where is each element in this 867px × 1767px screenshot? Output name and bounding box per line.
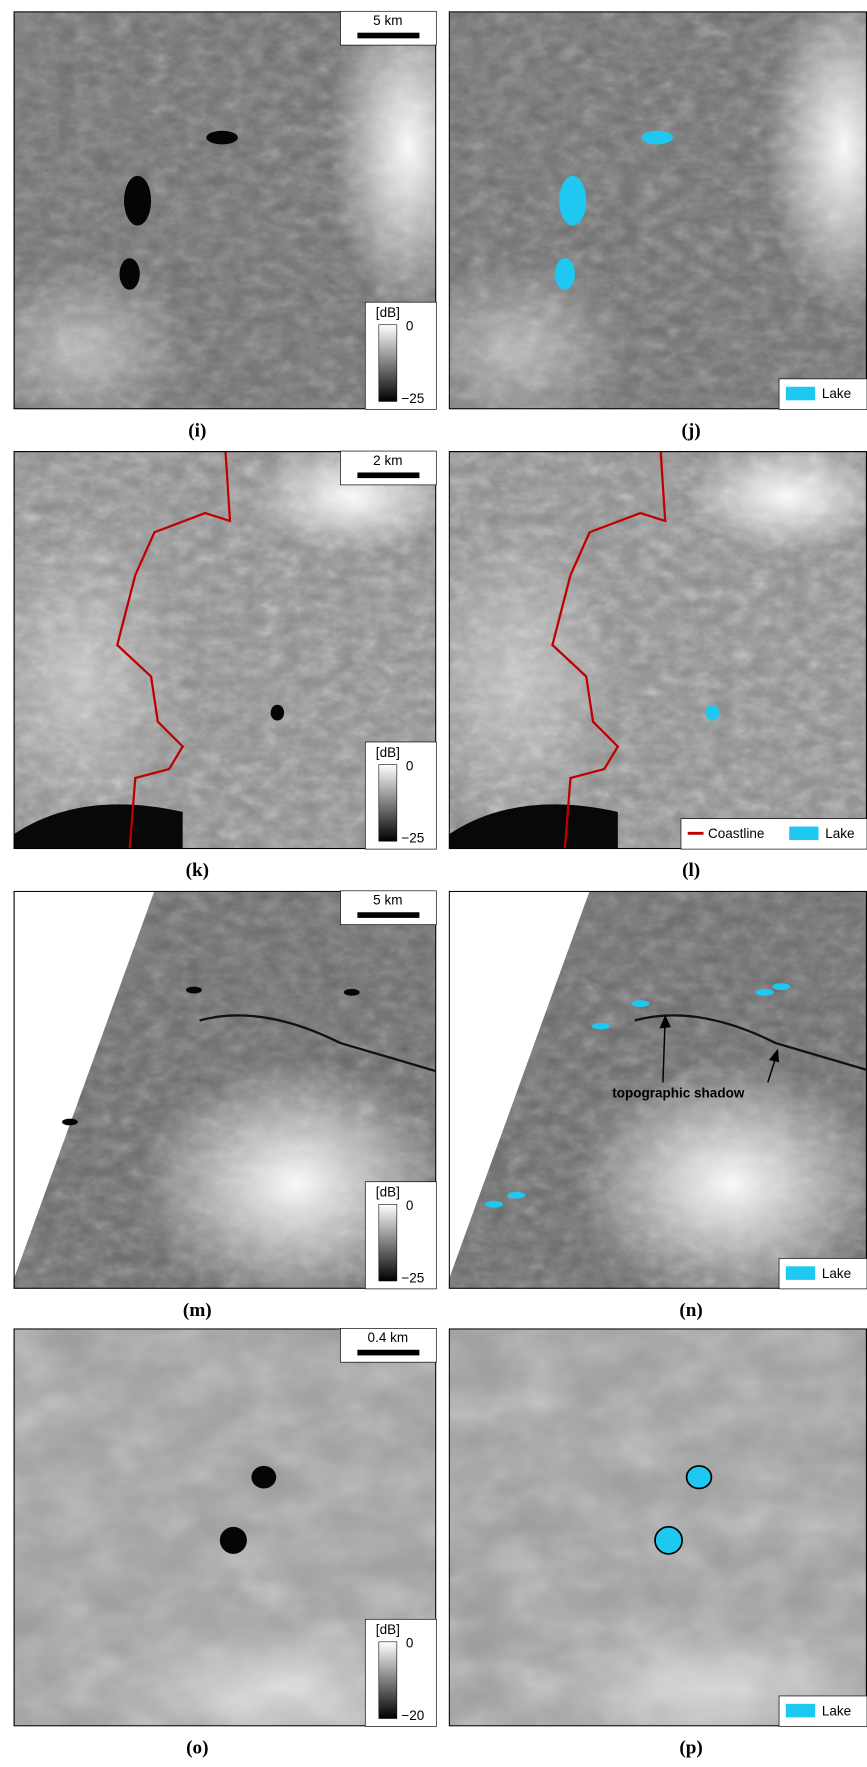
lake [642,131,674,145]
dark-area [271,705,285,721]
colorbar-bottom-label: −25 [401,391,424,406]
annotation: topographic shadow [612,1085,745,1100]
scale-bar [357,1350,419,1356]
legend-swatch [786,1704,815,1718]
colorbar-unit: [dB] [376,1185,400,1200]
panel [415,440,867,849]
lake [706,705,720,721]
colorbar-top-label: 0 [406,319,414,334]
panel-label: (o) [186,1737,208,1758]
lake [485,1201,503,1208]
legend-label: Lake [825,826,854,841]
colorbar-top-label: 0 [406,1198,414,1213]
panel-label: (p) [679,1737,702,1758]
scale-bar-label: 5 km [373,13,402,28]
figure: 5 km [dB] 0 −25 (i) Lake (j) 2 km [dB] 0 −25 (k) Coa… [0,0,867,1767]
panel [404,0,867,440]
panel-label: (l) [682,860,700,881]
legend-label: Lake [822,1266,851,1281]
bright-area [539,1622,867,1757]
panel-label: (i) [188,420,206,441]
lake [655,1527,682,1554]
lake [559,176,586,226]
colorbar-bottom-label: −25 [401,1270,424,1285]
dark-area [62,1119,78,1126]
legend-label: Lake [822,1703,851,1718]
bright-area [404,259,629,439]
legend-swatch [786,387,815,401]
dark-area [206,131,238,145]
colorbar-bottom-label: −20 [401,1708,424,1723]
colorbar-unit: [dB] [376,745,400,760]
scale-bar-label: 5 km [373,893,402,908]
panel-label: (j) [682,420,701,441]
lake [687,1466,712,1489]
lake [772,983,790,990]
panel-label: (m) [183,1300,212,1321]
colorbar [379,325,397,402]
dark-area [344,989,360,996]
legend-label: Lake [822,386,851,401]
colorbar [379,1642,397,1719]
colorbar-bottom-label: −25 [401,831,424,846]
lake [755,989,773,996]
colorbar [379,1204,397,1281]
dark-area [124,176,151,226]
dark-area [251,1466,276,1489]
page: 5 km [dB] 0 −25 (i) Lake (j) 2 km [dB] 0 −25 (k) Coa… [0,0,867,1767]
scale-bar [357,33,419,39]
colorbar-unit: [dB] [376,1622,400,1637]
dark-area [220,1527,247,1554]
scale-bar-label: 2 km [373,453,402,468]
lake [555,258,575,290]
scale-bar-label: 0.4 km [368,1330,409,1345]
panel-label: (n) [679,1300,702,1321]
lake [507,1192,525,1199]
colorbar-unit: [dB] [376,305,400,320]
lake [592,1023,610,1030]
colorbar-top-label: 0 [406,758,414,773]
scale-bar [357,472,419,478]
panel-label: (k) [186,860,209,881]
lake [631,1000,649,1007]
dark-area [186,987,202,994]
colorbar [379,765,397,842]
dark-area [120,258,140,290]
legend-swatch [789,827,818,841]
legend-label: Coastline [708,826,764,841]
scale-bar [357,912,419,918]
panel [449,1328,867,1757]
legend-swatch [786,1266,815,1280]
colorbar-top-label: 0 [406,1636,414,1651]
